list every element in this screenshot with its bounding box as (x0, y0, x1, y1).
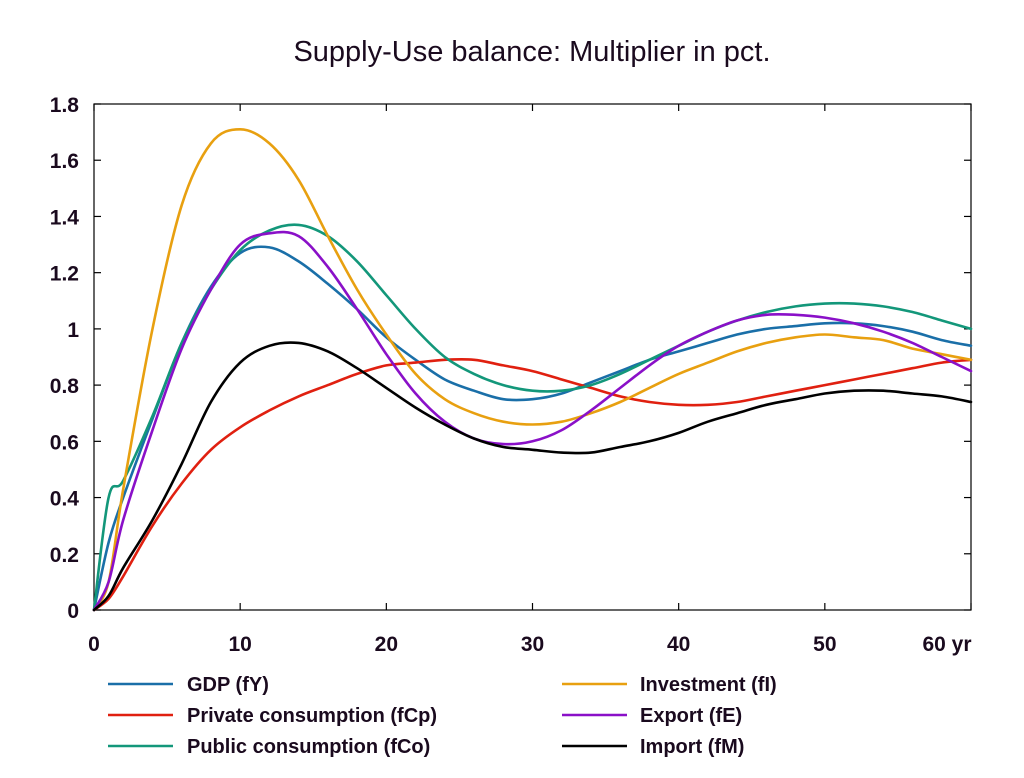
y-tick-label: 1.4 (50, 206, 80, 229)
plot-area (93, 103, 972, 611)
y-tick-label: 1.6 (50, 150, 79, 173)
plot-frame (93, 103, 972, 611)
legend-item-private-consumption-fcp: Private consumption (fCp) (108, 705, 437, 727)
legend-item-gdp-fy: GDP (fY) (108, 674, 269, 696)
series-line-investment-fi (92, 128, 973, 612)
x-tick-label: 30 (521, 633, 544, 656)
series-line-private-consumption-fcp (92, 357, 973, 612)
legend-label: Export (fE) (640, 705, 742, 727)
x-tick-label: 0 (88, 633, 100, 656)
x-tick-label: 20 (375, 633, 398, 656)
y-tick-label: 0 (67, 600, 79, 623)
y-axis: 0 0.2 0.4 0.6 0.8 1 1.2 1.4 1.6 1.8 (50, 94, 971, 623)
legend-item-investment-fi: Investment (fI) (562, 674, 777, 696)
y-tick-label: 0.2 (50, 544, 79, 567)
x-tick-label: 60 yr (922, 633, 971, 656)
chart-title: Supply-Use balance: Multiplier in pct. (293, 36, 770, 68)
legend-label: Private consumption (fCp) (187, 705, 437, 727)
legend-item-export-fe: Export (fE) (562, 705, 742, 727)
series-lines (92, 128, 973, 612)
x-tick-label: 50 (813, 633, 836, 656)
x-tick-label: 40 (667, 633, 690, 656)
y-tick-label: 1.2 (50, 263, 79, 286)
y-tick-label: 1 (67, 319, 79, 342)
x-axis: 0 10 20 30 40 50 60 yr (88, 104, 972, 656)
legend-label: Investment (fI) (640, 674, 777, 696)
y-tick-label: 1.8 (50, 94, 80, 117)
y-tick-label: 0.8 (50, 375, 80, 398)
legend-label: Public consumption (fCo) (187, 736, 430, 758)
legend-item-public-consumption-fco: Public consumption (fCo) (108, 736, 430, 758)
series-line-public-consumption-fco (92, 223, 973, 612)
legend-label: Import (fM) (640, 736, 744, 758)
legend-item-import-fm: Import (fM) (562, 736, 744, 758)
series-line-export-fe (92, 230, 973, 612)
x-tick-label: 10 (228, 633, 251, 656)
y-tick-label: 0.6 (50, 431, 79, 454)
series-line-gdp-fy (92, 245, 973, 612)
series-line-import-fm (92, 341, 973, 612)
legend-label: GDP (fY) (187, 674, 269, 696)
legend: GDP (fY) Private consumption (fCp) Public … (108, 674, 777, 758)
y-tick-label: 0.4 (50, 488, 80, 511)
